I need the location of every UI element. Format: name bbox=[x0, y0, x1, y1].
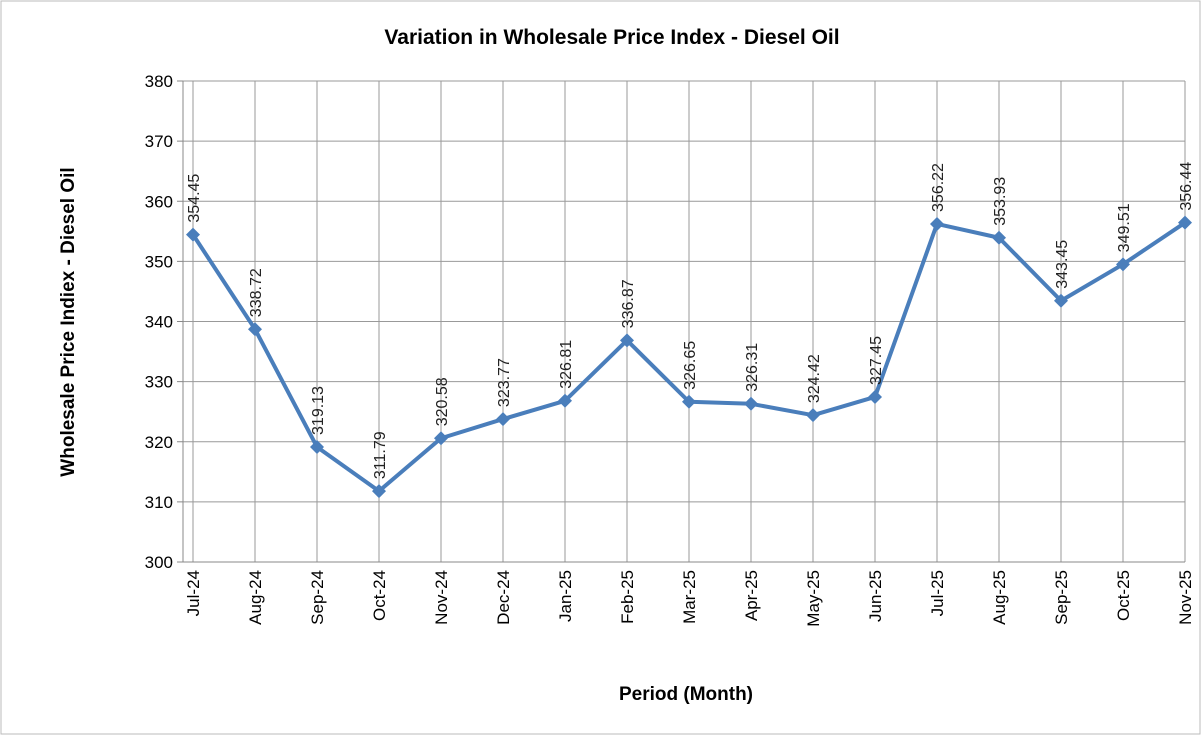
marker bbox=[620, 333, 634, 348]
x-tick-label: Dec-24 bbox=[494, 570, 513, 625]
marker bbox=[372, 484, 386, 499]
chart-title: Variation in Wholesale Price Index - Die… bbox=[384, 26, 839, 49]
data-label: 338.72 bbox=[248, 268, 265, 317]
data-label: 356.44 bbox=[1178, 162, 1195, 211]
y-tick-label: 370 bbox=[145, 132, 173, 151]
data-label: 327.45 bbox=[868, 336, 885, 385]
marker bbox=[558, 393, 572, 408]
marker bbox=[434, 431, 448, 446]
x-tick-label: Apr-25 bbox=[742, 570, 761, 621]
data-label: 323.77 bbox=[496, 358, 513, 407]
data-label: 354.45 bbox=[186, 174, 203, 223]
data-label: 319.13 bbox=[310, 386, 327, 435]
y-tick-label: 300 bbox=[145, 553, 173, 572]
x-tick-label: May-25 bbox=[804, 570, 823, 627]
marker bbox=[868, 389, 882, 404]
x-tick-label: Aug-25 bbox=[990, 570, 1009, 625]
data-label: 326.65 bbox=[682, 341, 699, 390]
y-axis-label: Wholesale Price Indiex - Diesel Oil bbox=[58, 167, 79, 476]
x-tick-label: Feb-25 bbox=[618, 570, 637, 624]
x-tick-label: Mar-25 bbox=[680, 570, 699, 624]
y-tick-label: 360 bbox=[145, 192, 173, 211]
x-tick-label: Jul-24 bbox=[184, 570, 203, 616]
x-tick-label: Nov-25 bbox=[1176, 570, 1195, 625]
data-label: 343.45 bbox=[1054, 240, 1071, 289]
data-label: 356.22 bbox=[930, 163, 947, 212]
marker bbox=[744, 396, 758, 411]
marker bbox=[930, 216, 944, 231]
x-tick-label: Sep-24 bbox=[308, 570, 327, 625]
y-tick-label: 330 bbox=[145, 373, 173, 392]
x-tick-label: Sep-25 bbox=[1052, 570, 1071, 625]
x-tick-label: Nov-24 bbox=[432, 570, 451, 625]
data-label: 311.79 bbox=[372, 431, 389, 479]
data-label: 353.93 bbox=[992, 177, 1009, 226]
data-label: 326.81 bbox=[558, 340, 575, 389]
x-tick-label: Oct-24 bbox=[370, 570, 389, 621]
y-tick-label: 380 bbox=[145, 72, 173, 91]
x-tick-label: Jan-25 bbox=[556, 570, 575, 622]
marker bbox=[248, 322, 262, 337]
x-tick-label: Jul-25 bbox=[928, 570, 947, 616]
marker bbox=[1116, 257, 1130, 272]
marker bbox=[1054, 293, 1068, 308]
marker bbox=[186, 227, 200, 242]
x-tick-label: Oct-25 bbox=[1114, 570, 1133, 621]
y-tick-label: 340 bbox=[145, 313, 173, 332]
marker bbox=[496, 412, 510, 427]
y-tick-label: 320 bbox=[145, 433, 173, 452]
x-tick-label: Jun-25 bbox=[866, 570, 885, 622]
marker bbox=[1178, 215, 1192, 230]
marker bbox=[682, 394, 696, 409]
data-label: 326.31 bbox=[744, 343, 761, 392]
data-label: 349.51 bbox=[1116, 203, 1133, 252]
y-tick-label: 310 bbox=[145, 493, 173, 512]
y-tick-label: 350 bbox=[145, 252, 173, 271]
x-axis-label: Period (Month) bbox=[619, 684, 753, 705]
marker bbox=[310, 439, 324, 454]
data-label: 324.42 bbox=[806, 354, 823, 403]
marker bbox=[992, 230, 1006, 245]
data-label: 336.87 bbox=[620, 279, 637, 328]
marker bbox=[806, 408, 820, 423]
x-tick-label: Aug-24 bbox=[246, 570, 265, 625]
data-label: 320.58 bbox=[434, 377, 451, 426]
